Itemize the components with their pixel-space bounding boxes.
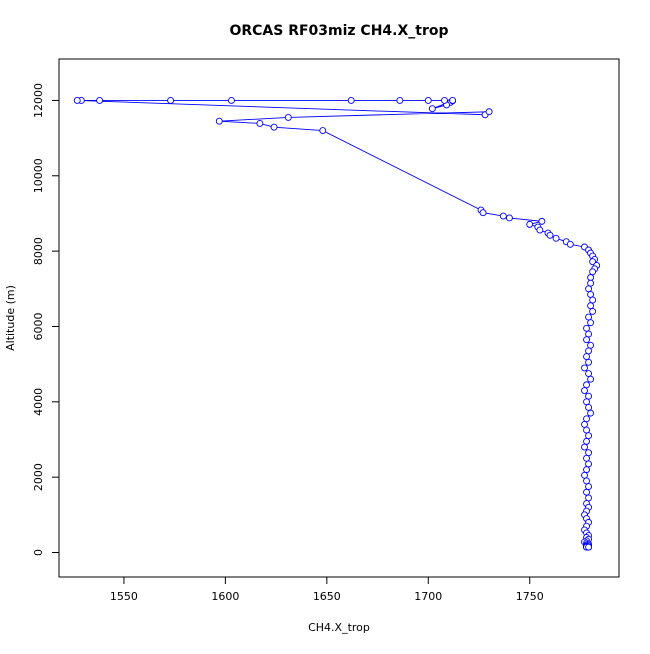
data-point-44 [587, 279, 595, 287]
data-point-23 [499, 212, 507, 220]
data-point-69 [581, 420, 588, 428]
data-point-55 [587, 341, 595, 349]
data-point-15 [485, 108, 493, 116]
x-tick-label-1600: 1600 [211, 590, 239, 603]
data-point-56 [585, 347, 593, 355]
data-point-79 [583, 477, 590, 485]
data-point-66 [585, 404, 593, 411]
data-point-68 [583, 415, 590, 423]
data-point-11 [96, 96, 104, 104]
data-point-17 [215, 117, 223, 125]
data-point-52 [583, 324, 590, 332]
data-point-45 [585, 285, 593, 293]
data-point-76 [585, 460, 593, 468]
data-point-62 [583, 381, 590, 389]
data-point-22 [479, 209, 487, 217]
data-point-72 [583, 437, 590, 445]
data-point-51 [587, 319, 595, 327]
data-point-54 [583, 336, 590, 344]
data-point-77 [583, 466, 590, 474]
plot-frame [58, 58, 620, 578]
data-point-75 [583, 454, 590, 462]
data-point-64 [585, 392, 593, 400]
y-tick-label-4000: 4000 [32, 388, 45, 416]
y-tick-label-2000: 2000 [32, 463, 45, 491]
data-point-80 [585, 483, 593, 491]
data-point-20 [319, 127, 327, 135]
data-point-31 [552, 234, 560, 242]
y-tick-label-10000: 10000 [32, 158, 45, 193]
data-point-49 [589, 307, 597, 315]
data-point-28 [536, 226, 544, 234]
data-point-61 [587, 375, 595, 383]
data-point-18 [256, 119, 264, 127]
data-point-5 [441, 96, 448, 104]
data-point-30 [546, 231, 554, 239]
x-tick-label-1700: 1700 [414, 590, 442, 603]
data-point-47 [589, 296, 597, 304]
data-point-8 [347, 96, 355, 104]
data-point-16 [284, 113, 292, 121]
data-point-2 [428, 105, 436, 113]
data-point-81 [583, 488, 590, 496]
x-tick-label-1650: 1650 [313, 590, 341, 603]
data-point-109 [585, 543, 593, 551]
data-point-50 [585, 313, 593, 321]
y-tick-label-8000: 8000 [32, 237, 45, 265]
x-tick-label-1750: 1750 [516, 590, 544, 603]
data-point-43 [587, 274, 595, 281]
y-tick-label-12000: 12000 [32, 83, 45, 118]
data-point-59 [581, 364, 588, 372]
data-point-46 [587, 291, 595, 298]
y-tick-label-6000: 6000 [32, 312, 45, 340]
series-layer [73, 96, 601, 551]
data-point-6 [424, 96, 432, 104]
data-point-24 [505, 214, 513, 222]
y-tick-label-0: 0 [32, 549, 45, 556]
x-tick-label-1550: 1550 [110, 590, 138, 603]
data-point-33 [566, 240, 574, 248]
data-point-26 [526, 220, 534, 228]
x-axis-label: CH4.X_trop [308, 621, 370, 634]
data-point-67 [587, 409, 595, 417]
data-point-63 [581, 387, 588, 394]
data-point-65 [583, 398, 590, 406]
data-point-25 [538, 217, 546, 225]
data-point-19 [270, 123, 278, 131]
data-point-82 [585, 494, 593, 502]
data-point-4 [449, 96, 457, 104]
data-point-60 [585, 370, 593, 378]
y-axis-label: Altitude (m) [4, 285, 17, 351]
data-point-10 [167, 96, 175, 104]
data-point-70 [583, 426, 590, 434]
data-point-74 [585, 449, 593, 457]
data-point-42 [589, 268, 597, 276]
data-point-73 [581, 443, 588, 451]
data-point-13 [73, 96, 81, 104]
data-point-58 [585, 358, 593, 366]
data-point-7 [396, 96, 404, 104]
data-point-48 [587, 302, 595, 310]
data-point-57 [583, 353, 590, 361]
chart-title: ORCAS RF03miz CH4.X_trop [229, 23, 448, 39]
axes-layer: 1550 1600 1650 1700 1750 0 2000 4000 6000 8000 100… [32, 83, 544, 603]
data-point-53 [585, 330, 593, 338]
data-point-71 [585, 432, 593, 440]
data-point-78 [581, 471, 588, 479]
data-point-9 [228, 96, 235, 104]
